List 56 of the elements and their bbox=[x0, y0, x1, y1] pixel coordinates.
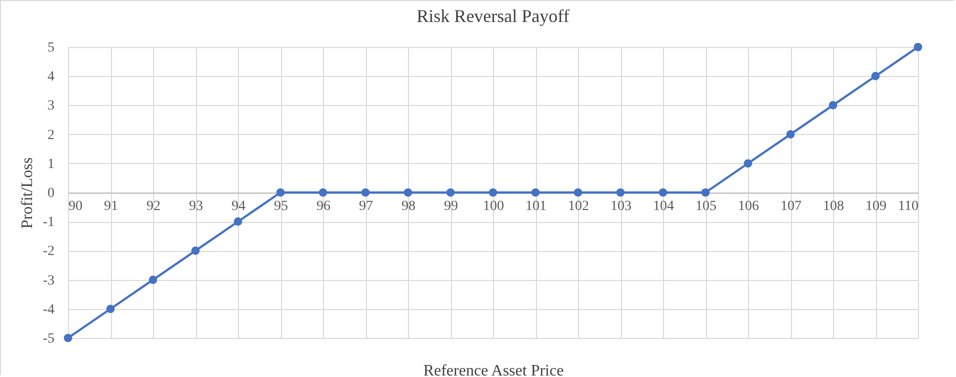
x-tick-label: 105 bbox=[696, 199, 716, 214]
x-tick-label: 101 bbox=[526, 199, 546, 214]
point bbox=[234, 217, 242, 226]
point bbox=[361, 188, 370, 197]
y-tick-label: 2 bbox=[48, 128, 54, 143]
point bbox=[828, 101, 838, 110]
x-tick-label: 97 bbox=[359, 199, 373, 214]
point bbox=[574, 188, 582, 197]
y-tick-label: -5 bbox=[42, 332, 54, 346]
x-tick-label: 109 bbox=[866, 199, 886, 214]
x-tick-label: 95 bbox=[274, 199, 288, 214]
x-tick-label: 110 bbox=[898, 199, 918, 214]
x-tick-label: 98 bbox=[402, 199, 416, 214]
x-tick-label: 108 bbox=[823, 199, 844, 214]
point bbox=[658, 188, 668, 197]
y-tick-label: 3 bbox=[48, 98, 54, 114]
x-tick-label: 106 bbox=[738, 199, 759, 214]
x-tick-label: 96 bbox=[316, 199, 330, 214]
y-tick-label: 5 bbox=[48, 40, 54, 56]
point bbox=[914, 42, 922, 52]
x-tick-label: 103 bbox=[610, 199, 632, 214]
x-tick-label: 99 bbox=[444, 199, 458, 214]
y-tick-label: -1 bbox=[42, 215, 54, 230]
point bbox=[616, 188, 625, 197]
point bbox=[64, 334, 72, 342]
x-tick-label: 91 bbox=[104, 199, 118, 214]
x-tick-label: 107 bbox=[780, 199, 802, 214]
point bbox=[106, 304, 115, 314]
point bbox=[871, 72, 880, 80]
y-axis-title: Profit/Loss bbox=[18, 157, 36, 229]
y-tick-label: -3 bbox=[42, 273, 54, 288]
y-tick-label: 4 bbox=[48, 70, 54, 85]
point bbox=[488, 188, 498, 197]
point bbox=[318, 188, 328, 197]
point bbox=[786, 130, 795, 138]
x-tick-label: 94 bbox=[232, 199, 246, 214]
point bbox=[276, 188, 285, 197]
x-axis-title: Reference Asset Price bbox=[423, 362, 564, 377]
x-tick-label: 102 bbox=[568, 199, 589, 214]
x-tick-label: 93 bbox=[189, 199, 203, 214]
x-tick-label: 90 bbox=[68, 199, 82, 214]
point bbox=[744, 159, 752, 168]
chart-title: Risk Reversal Payoff bbox=[416, 6, 570, 26]
point bbox=[701, 188, 710, 197]
point bbox=[191, 246, 200, 255]
point bbox=[446, 188, 455, 197]
point bbox=[404, 188, 412, 197]
y-tick-label: 0 bbox=[48, 186, 54, 201]
point bbox=[148, 276, 158, 284]
y-tick-label: -2 bbox=[42, 244, 54, 260]
y-tick-label: -4 bbox=[42, 302, 54, 318]
y-tick-label: 1 bbox=[48, 156, 54, 172]
point bbox=[531, 188, 540, 197]
x-tick-label: 104 bbox=[653, 199, 674, 214]
x-tick-label: 100 bbox=[483, 199, 504, 214]
x-tick-label: 92 bbox=[146, 199, 160, 214]
